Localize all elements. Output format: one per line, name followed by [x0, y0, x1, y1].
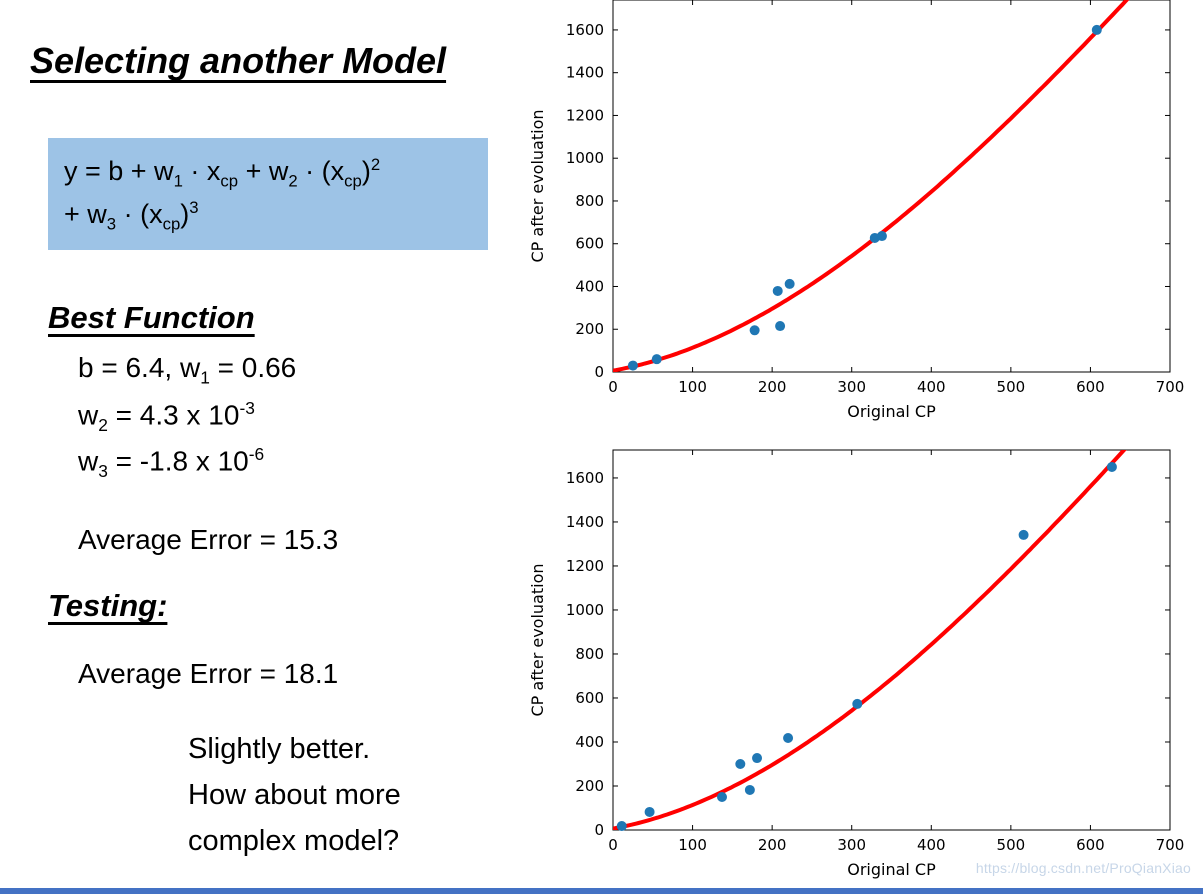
training-average-error: Average Error = 15.3: [78, 524, 339, 555]
y-tick-label: 1000: [566, 601, 604, 619]
data-point: [644, 806, 655, 817]
y-tick-label: 200: [575, 777, 604, 795]
y-tick-label: 600: [575, 235, 604, 253]
y-tick-label: 400: [575, 733, 604, 751]
comment-line-3: complex model?: [188, 825, 400, 857]
y-tick-label: 1400: [566, 513, 604, 531]
comment-line-1: Slightly better.: [188, 733, 371, 765]
y-tick-label: 1600: [566, 21, 604, 39]
y-tick-label: 1600: [566, 469, 604, 487]
x-tick-label: 700: [1156, 836, 1185, 854]
x-axis-label: Original CP: [847, 402, 936, 421]
data-point: [717, 791, 728, 802]
training-scatter-chart: 0 100 200 300 400 500 600 700 0 200 400 600 800 1000 1…: [528, 0, 1185, 421]
param-line-w3: w3 = -1.8 x 10-6: [78, 444, 265, 481]
y-tick-label: 600: [575, 689, 604, 707]
data-point: [1106, 461, 1117, 472]
plot-frame: [612, 0, 1171, 373]
data-point: [752, 753, 763, 764]
y-tick-label: 800: [575, 645, 604, 663]
x-tick-label: 0: [608, 378, 618, 396]
y-tick-label: 800: [575, 192, 604, 210]
x-tick-label: 100: [678, 378, 707, 396]
param-line-b-w1: b = 6.4, w1 = 0.66: [78, 352, 297, 388]
y-tick-label: 0: [594, 821, 604, 839]
y-tick-label: 1400: [566, 64, 604, 82]
y-tick-label: 1200: [566, 106, 604, 124]
x-tick-label: 700: [1156, 378, 1185, 396]
data-point: [1018, 529, 1029, 540]
y-tick-label: 200: [575, 320, 604, 338]
x-tick-label: 400: [917, 378, 946, 396]
best-function-heading: Best Function: [48, 300, 255, 335]
x-axis-label: Original CP: [847, 860, 936, 879]
data-point: [783, 733, 794, 744]
plot-frame: [612, 449, 1171, 831]
model-formula-box: y = b + w1 · xcp + w2 · (xcp)2 + w3 · (x…: [48, 138, 488, 250]
watermark-url: https://blog.csdn.net/ProQianXiao: [975, 860, 1191, 876]
data-point: [876, 231, 887, 242]
data-point: [749, 325, 760, 336]
testing-heading: Testing:: [48, 588, 168, 623]
param-line-w2: w2 = 4.3 x 10-3: [78, 398, 255, 435]
x-tick-label: 100: [678, 836, 707, 854]
y-tick-label: 400: [575, 277, 604, 295]
fit-curve: [613, 450, 1127, 830]
x-tick-label: 400: [917, 836, 946, 854]
data-point: [627, 360, 638, 371]
testing-average-error: Average Error = 18.1: [78, 658, 339, 689]
data-point: [775, 321, 786, 332]
y-tick-label: 1000: [566, 149, 604, 167]
x-tick-label: 0: [608, 836, 618, 854]
slide-title: Selecting another Model: [30, 40, 447, 81]
x-tick-label: 200: [758, 836, 787, 854]
y-axis-label: CP after evoluation: [528, 564, 547, 717]
x-tick-label: 600: [1076, 378, 1105, 396]
x-tick-label: 300: [837, 836, 866, 854]
data-point: [616, 821, 627, 832]
data-point: [1091, 24, 1102, 35]
fit-curve: [613, 0, 1130, 372]
comment-block: Slightly better. How about more complex …: [188, 726, 401, 864]
data-point: [852, 698, 863, 709]
data-point: [744, 784, 755, 795]
formula-line-2: + w3 · (xcp)3: [64, 197, 199, 234]
x-tick-label: 300: [837, 378, 866, 396]
x-tick-label: 200: [758, 378, 787, 396]
data-point: [735, 758, 746, 769]
formula-line-1: y = b + w1 · xcp + w2 · (xcp)2: [64, 155, 381, 191]
y-axis-label: CP after evoluation: [528, 110, 547, 263]
y-tick-label: 0: [594, 363, 604, 381]
bottom-blue-bar: [0, 888, 1203, 894]
data-point: [784, 278, 795, 289]
y-tick-label: 1200: [566, 557, 604, 575]
x-tick-label: 600: [1076, 836, 1105, 854]
x-tick-label: 500: [997, 378, 1026, 396]
x-tick-label: 500: [997, 836, 1026, 854]
data-point: [772, 285, 783, 296]
comment-line-2: How about more: [188, 779, 401, 811]
testing-scatter-chart: 0 100 200 300 400 500 600 700 0 200 400 600 800 1000 1…: [528, 449, 1185, 879]
data-point: [651, 354, 662, 365]
